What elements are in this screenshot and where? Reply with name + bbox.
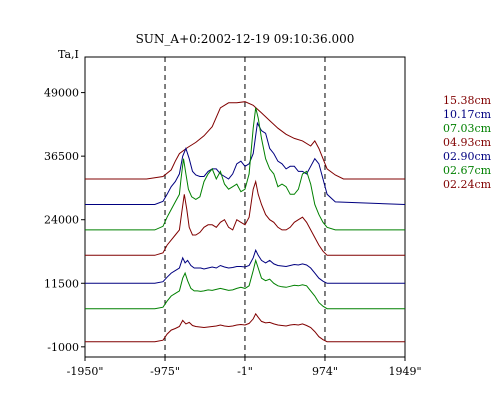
series-line-3 — [85, 179, 405, 256]
series-line-0 — [85, 101, 405, 180]
y-tick-label-0: -1000 — [47, 341, 79, 354]
y-tick-label-4: 49000 — [44, 87, 79, 100]
legend-entry-4: 02.90cm — [443, 150, 492, 163]
x-axis-ticks: -1950" -975" -1" 974" 1949" — [67, 357, 422, 378]
x-tick-label-4: 1949" — [388, 365, 421, 378]
y-tick-label-1: 11500 — [44, 277, 79, 290]
dashed-reference-lines — [164, 57, 326, 357]
x-tick-label-0: -1950" — [67, 365, 104, 378]
y-tick-label-3: 36500 — [44, 150, 79, 163]
legend-entry-1: 10.17cm — [443, 108, 492, 121]
x-tick-label-1: -975" — [150, 365, 180, 378]
series-line-2 — [85, 107, 405, 231]
series-line-4 — [85, 248, 405, 284]
legend-entry-0: 15.38cm — [443, 94, 492, 107]
legend-entry-6: 02.24cm — [443, 178, 492, 191]
series-lines — [85, 101, 406, 343]
legend-entry-2: 07.03cm — [443, 122, 492, 135]
chart-title: SUN_A+0:2002-12-19 09:10:36.000 — [136, 32, 355, 46]
y-axis-ticks: -1000 11500 24000 36500 49000 — [44, 87, 85, 354]
y-tick-label-2: 24000 — [44, 214, 79, 227]
x-tick-label-2: -1" — [237, 365, 253, 378]
legend: 15.38cm10.17cm07.03cm04.93cm02.90cm02.67… — [443, 94, 492, 191]
y-axis-label: Ta,I — [58, 48, 79, 61]
series-line-6 — [85, 312, 405, 343]
legend-entry-3: 04.93cm — [443, 136, 492, 149]
x-tick-label-3: 974" — [312, 365, 338, 378]
series-line-5 — [85, 258, 405, 310]
legend-entry-5: 02.67cm — [443, 164, 492, 177]
